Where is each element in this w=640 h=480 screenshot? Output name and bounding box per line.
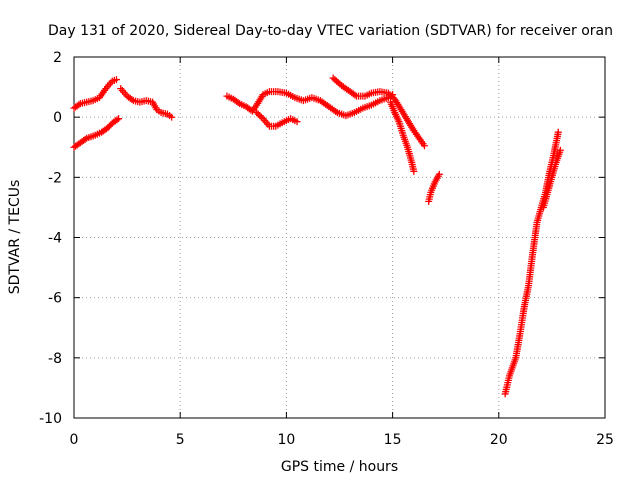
- data-point-markers: [329, 74, 428, 150]
- data-point-markers: [425, 170, 443, 205]
- x-tick-label: 0: [70, 432, 79, 448]
- axis-ticks: 0 5 10 15 20 25 -10 -8 -6 -4 -2 0 2: [39, 50, 614, 448]
- x-tick-label: 5: [176, 432, 185, 448]
- x-axis-label: GPS time / hours: [281, 459, 398, 475]
- series-arc-2: [70, 115, 123, 151]
- series-arc-8: [425, 170, 443, 205]
- grid: [74, 57, 605, 418]
- chart-title: Day 131 of 2020, Sidereal Day-to-day VTE…: [48, 23, 613, 39]
- y-tick-label: -4: [48, 231, 62, 247]
- data-point-markers: [70, 76, 120, 112]
- x-tick-label: 25: [596, 432, 614, 448]
- data-point-markers: [70, 115, 123, 151]
- y-tick-label: 2: [53, 50, 62, 66]
- series-arc-3: [117, 85, 176, 121]
- y-tick-label: 0: [53, 110, 62, 126]
- y-tick-label: -10: [39, 411, 62, 427]
- y-tick-label: -6: [48, 291, 62, 307]
- data-point-markers: [223, 88, 397, 120]
- series-arc-6: [329, 74, 428, 150]
- data-point-markers: [386, 98, 418, 175]
- x-tick-label: 15: [384, 432, 402, 448]
- data-marks: [70, 74, 564, 398]
- series-arc-7: [386, 98, 418, 175]
- y-tick-label: -8: [48, 351, 62, 367]
- x-tick-label: 10: [277, 432, 295, 448]
- series-arc-4: [223, 88, 397, 120]
- data-point-markers: [117, 85, 176, 121]
- series-arc-5: [253, 109, 301, 130]
- y-axis-label: SDTVAR / TECUs: [7, 180, 23, 295]
- series-arc-10: [539, 146, 564, 211]
- x-tick-label: 20: [490, 432, 508, 448]
- data-point-markers: [253, 109, 301, 130]
- y-tick-label: -2: [48, 170, 62, 186]
- series-arc-1: [70, 76, 120, 112]
- data-point-markers: [539, 146, 564, 211]
